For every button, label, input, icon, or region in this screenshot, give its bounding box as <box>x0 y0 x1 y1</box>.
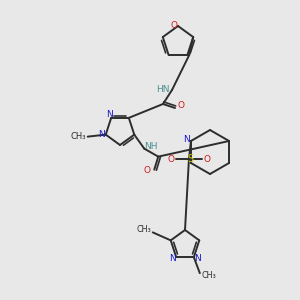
Text: O: O <box>203 154 210 164</box>
Text: N: N <box>184 134 190 143</box>
Text: N: N <box>106 110 112 119</box>
Text: S: S <box>187 154 193 164</box>
Text: O: O <box>178 101 184 110</box>
Text: O: O <box>144 166 151 175</box>
Text: N: N <box>194 254 201 262</box>
Text: HN: HN <box>156 85 170 94</box>
Text: CH₃: CH₃ <box>201 271 216 280</box>
Text: NH: NH <box>145 142 158 151</box>
Text: N: N <box>98 130 105 139</box>
Text: N: N <box>169 254 175 262</box>
Text: CH₃: CH₃ <box>136 225 151 234</box>
Text: O: O <box>170 22 178 31</box>
Text: O: O <box>167 154 174 164</box>
Text: CH₃: CH₃ <box>71 132 86 141</box>
